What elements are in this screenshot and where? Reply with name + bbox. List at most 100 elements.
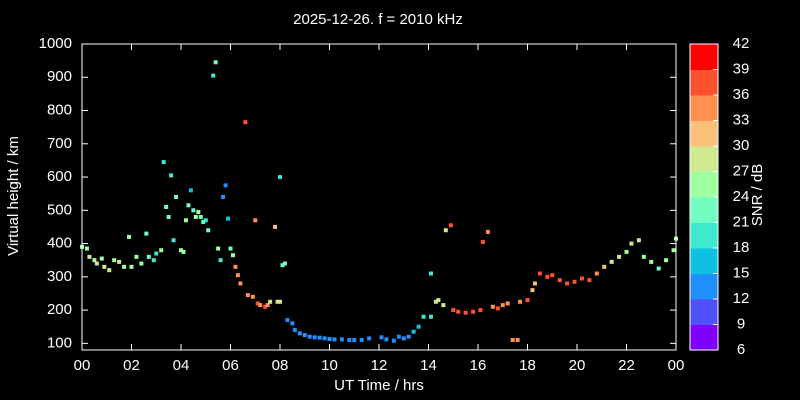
data-point: [278, 299, 282, 304]
data-point: [117, 259, 122, 264]
data-point: [226, 216, 231, 221]
data-point: [174, 195, 179, 199]
data-point: [471, 309, 476, 314]
data-point: [456, 309, 461, 314]
data-point: [510, 338, 515, 343]
data-point: [273, 224, 278, 229]
data-point: [485, 229, 490, 234]
x-tick-label: 12: [371, 357, 388, 374]
y-tick-label: 600: [47, 168, 72, 185]
colorbar-swatch: [690, 171, 718, 198]
data-point: [278, 175, 282, 180]
data-point: [500, 303, 505, 308]
data-point: [223, 183, 228, 188]
colorbar-swatch: [690, 299, 718, 325]
data-point: [243, 120, 248, 125]
data-point: [443, 228, 448, 233]
y-axis-label: Virtual height / km: [5, 136, 22, 256]
data-point: [572, 279, 577, 284]
data-point: [495, 306, 500, 311]
chart-title: 2025-12-26. f = 2010 kHz: [293, 11, 463, 28]
colorbar-swatch: [690, 95, 718, 121]
data-point: [87, 254, 92, 259]
data-point: [565, 281, 570, 286]
x-tick-label: 14: [420, 357, 437, 374]
colorbar-swatch: [690, 120, 718, 147]
colorbar-tick-label: 42: [733, 35, 750, 52]
data-point: [339, 337, 344, 342]
data-point: [134, 254, 139, 259]
data-point: [282, 261, 287, 266]
data-point: [451, 308, 456, 313]
x-tick-label: 16: [470, 357, 487, 374]
data-point: [594, 271, 599, 276]
data-point: [146, 254, 151, 259]
x-tick-label: 10: [321, 357, 338, 374]
data-point: [151, 258, 156, 263]
data-point: [302, 333, 307, 338]
data-point: [624, 249, 629, 254]
data-point: [216, 246, 221, 251]
data-point: [505, 301, 510, 306]
data-point: [265, 303, 270, 308]
data-point: [161, 160, 166, 165]
data-point: [671, 248, 676, 253]
data-point: [196, 209, 201, 214]
colorbar-tick-label: 33: [733, 111, 750, 128]
data-point: [94, 261, 99, 266]
data-point: [359, 338, 364, 343]
colorbar-swatch: [690, 222, 718, 249]
data-point: [290, 321, 295, 326]
data-point: [181, 249, 186, 254]
data-point: [332, 337, 337, 342]
data-point: [233, 264, 238, 269]
data-point: [201, 219, 206, 224]
data-point: [191, 208, 196, 213]
data-point: [144, 231, 149, 236]
data-point: [384, 337, 389, 342]
colorbar-tick-label: 18: [733, 239, 750, 256]
data-point: [656, 266, 661, 271]
data-point: [532, 281, 537, 286]
data-point: [480, 239, 485, 244]
y-tick-label: 200: [47, 301, 72, 318]
data-point: [602, 264, 607, 269]
data-point: [448, 223, 453, 228]
data-point: [352, 338, 357, 343]
data-point: [221, 195, 226, 199]
x-tick-label: 08: [272, 357, 289, 374]
data-point: [275, 299, 280, 304]
data-point: [127, 234, 132, 239]
y-tick-label: 700: [47, 135, 72, 152]
x-tick-label: 06: [222, 357, 239, 374]
data-point: [258, 303, 263, 308]
y-tick-label: 800: [47, 101, 72, 118]
x-axis-label: UT Time / hrs: [334, 377, 424, 394]
data-point: [122, 264, 127, 269]
data-point: [312, 335, 317, 340]
data-point: [436, 298, 441, 303]
data-point: [391, 338, 396, 343]
data-point: [421, 314, 426, 319]
data-point: [327, 337, 332, 342]
x-tick-label: 02: [123, 357, 140, 374]
data-point: [515, 338, 520, 343]
data-point: [253, 218, 258, 223]
data-point: [159, 248, 164, 253]
data-point: [218, 258, 223, 263]
data-point: [416, 324, 421, 329]
colorbar-tick-label: 39: [733, 60, 750, 77]
data-point: [411, 329, 416, 334]
data-point: [166, 214, 171, 219]
data-point: [636, 238, 641, 243]
data-point: [186, 203, 191, 208]
data-point: [235, 273, 240, 278]
data-point: [99, 256, 104, 261]
data-point: [347, 338, 352, 343]
colorbar-tick-label: 30: [733, 137, 750, 154]
x-tick-label: 04: [173, 357, 190, 374]
data-point: [649, 259, 654, 264]
data-point: [92, 258, 97, 263]
data-point: [206, 228, 211, 233]
colorbar-tick-label: 12: [733, 290, 750, 307]
